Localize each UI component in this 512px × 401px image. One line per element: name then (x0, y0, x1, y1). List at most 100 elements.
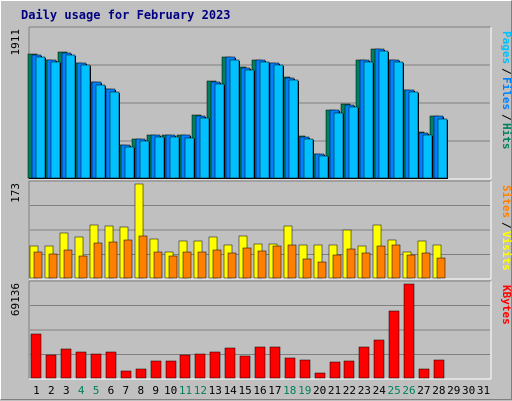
bar-kbytes-day-10 (165, 360, 177, 379)
x-tick-label-day-8: 8 (137, 384, 144, 397)
x-tick-label-day-9: 9 (152, 384, 159, 397)
x-tick-label-day-31: 31 (477, 384, 490, 397)
bar-sites-day-10 (168, 255, 178, 279)
x-tick-label-day-24: 24 (373, 384, 387, 397)
x-tick-label-day-18: 18 (283, 384, 296, 397)
bar-pages-day-22 (348, 106, 359, 179)
bar-kbytes-day-2 (45, 354, 57, 379)
bar-pages-day-9 (154, 136, 165, 179)
x-tick-label-day-10: 10 (164, 384, 177, 397)
bar-kbytes-day-25 (388, 310, 400, 379)
bar-kbytes-day-22 (343, 360, 355, 379)
bar-kbytes-day-11 (179, 354, 191, 379)
x-tick-label-day-30: 30 (462, 384, 475, 397)
bar-kbytes-day-17 (269, 346, 281, 379)
x-tick-label-day-13: 13 (209, 384, 222, 397)
bar-sites-day-6 (108, 241, 118, 279)
x-tick-label-day-12: 12 (194, 384, 207, 397)
y-max-label: 1911 (9, 29, 22, 56)
x-tick-label-day-16: 16 (253, 384, 266, 397)
x-tick-label-day-2: 2 (48, 384, 55, 397)
legend-separator: / (500, 222, 512, 229)
bar-sites-day-23 (361, 252, 371, 279)
bar-pages-day-18 (288, 79, 299, 179)
bar-kbytes-day-24 (373, 339, 385, 379)
bar-pages-day-26 (408, 91, 419, 179)
x-tick-label-day-27: 27 (417, 384, 430, 397)
x-tick-label-day-6: 6 (108, 384, 115, 397)
legend-kbytes: KBytes (500, 285, 512, 325)
x-tick-label-day-7: 7 (123, 384, 130, 397)
bar-pages-day-21 (333, 112, 344, 179)
bar-pages-day-14 (229, 59, 240, 179)
bar-sites-day-26 (406, 254, 416, 279)
bar-kbytes-day-6 (105, 351, 117, 379)
x-tick-label-day-1: 1 (33, 384, 40, 397)
bar-pages-day-12 (199, 117, 210, 179)
bar-sites-day-4 (78, 255, 88, 279)
chart-title: Daily usage for February 2023 (21, 8, 231, 22)
bar-pages-day-5 (95, 84, 106, 179)
bar-pages-day-27 (422, 134, 433, 179)
bar-pages-day-28 (437, 118, 448, 179)
legend-separator: / (500, 114, 512, 121)
bar-sites-day-20 (317, 261, 327, 279)
bar-sites-day-25 (391, 244, 401, 279)
bar-sites-day-21 (332, 254, 342, 279)
bar-sites-day-1 (33, 251, 43, 279)
bar-kbytes-day-23 (358, 346, 370, 379)
bar-pages-day-15 (244, 69, 255, 179)
bar-sites-day-17 (272, 245, 282, 279)
legend-sites: Sites (500, 185, 512, 218)
x-tick-label-day-17: 17 (268, 384, 281, 397)
bar-sites-day-28 (436, 257, 446, 279)
bar-sites-day-18 (287, 244, 297, 279)
bar-kbytes-day-8 (135, 368, 147, 379)
bar-pages-day-13 (214, 83, 225, 179)
bar-sites-day-24 (376, 245, 386, 279)
y-max-label: 69136 (9, 283, 22, 316)
bar-kbytes-day-15 (239, 355, 251, 379)
bar-pages-day-7 (124, 146, 135, 179)
bar-sites-day-22 (346, 248, 356, 279)
bar-kbytes-day-5 (90, 353, 102, 379)
bar-sites-day-7 (123, 239, 133, 279)
bar-sites-day-12 (197, 251, 207, 279)
legend-pages: Pages (500, 31, 512, 64)
x-tick-label-day-23: 23 (358, 384, 371, 397)
x-tick-label-day-19: 19 (298, 384, 311, 397)
x-tick-label-day-14: 14 (224, 384, 238, 397)
bar-kbytes-day-28 (433, 359, 445, 379)
bar-pages-day-3 (65, 54, 76, 179)
x-tick-label-day-20: 20 (313, 384, 326, 397)
bar-kbytes-day-20 (314, 372, 326, 379)
bar-kbytes-day-18 (284, 357, 296, 379)
bar-kbytes-day-16 (254, 346, 266, 379)
bar-pages-day-16 (259, 61, 270, 179)
legend-visits: Visits (500, 231, 512, 271)
bar-sites-day-5 (93, 242, 103, 279)
bar-pages-day-25 (393, 61, 404, 179)
bar-kbytes-day-12 (194, 353, 206, 379)
bar-kbytes-day-7 (120, 370, 132, 379)
bar-kbytes-day-14 (224, 347, 236, 379)
bar-kbytes-day-3 (60, 348, 72, 379)
x-tick-label-day-28: 28 (432, 384, 445, 397)
bar-kbytes-day-9 (150, 360, 162, 379)
bar-pages-day-19 (303, 138, 314, 179)
bar-sites-day-15 (242, 247, 252, 279)
bar-kbytes-day-4 (75, 351, 87, 379)
bar-sites-day-27 (421, 252, 431, 279)
bar-pages-day-20 (318, 155, 329, 179)
legend-files: Files (500, 77, 512, 110)
x-tick-label-day-4: 4 (78, 384, 85, 397)
bar-pages-day-8 (139, 140, 150, 179)
bar-pages-day-2 (50, 61, 61, 179)
legend-separator: / (500, 68, 512, 75)
bar-kbytes-day-19 (299, 359, 311, 379)
bar-pages-day-23 (363, 61, 374, 179)
bar-kbytes-day-13 (209, 351, 221, 379)
bar-kbytes-day-1 (30, 333, 42, 379)
bar-sites-day-14 (227, 252, 237, 279)
x-tick-label-day-21: 21 (328, 384, 341, 397)
